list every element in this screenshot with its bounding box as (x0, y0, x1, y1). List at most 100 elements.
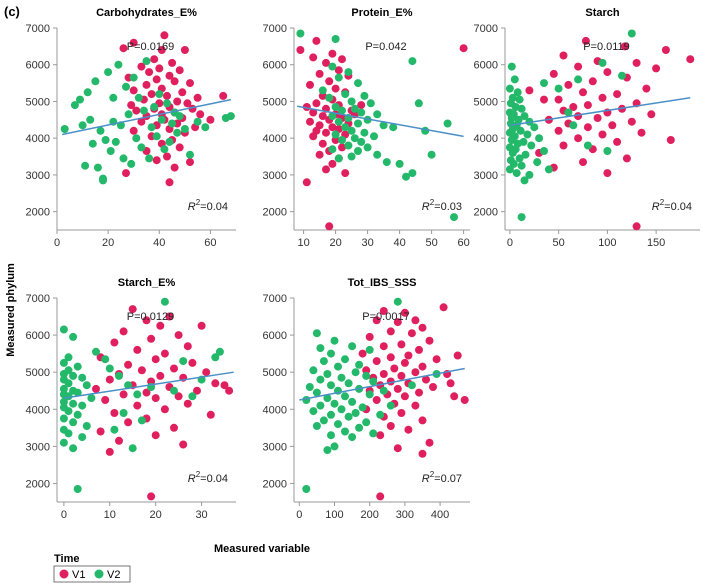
point-v2 (150, 103, 159, 111)
point-v2 (302, 396, 311, 404)
panel-title: Starch_E% (118, 277, 176, 289)
legend-item-v2[interactable]: V2 (94, 569, 121, 581)
point-v2 (365, 390, 374, 399)
point-v1 (145, 68, 154, 77)
point-v2 (341, 90, 350, 99)
x-tick-label: 100 (598, 237, 616, 249)
point-v2 (86, 115, 95, 124)
x-tick-label: 40 (393, 237, 405, 249)
point-v2 (351, 409, 360, 417)
point-v1 (168, 58, 177, 67)
point-v2 (323, 394, 332, 403)
point-v1 (574, 62, 583, 71)
point-v2 (73, 388, 82, 397)
point-v1 (328, 123, 337, 132)
y-tick-label: 3000 (263, 441, 287, 453)
point-v2 (129, 73, 138, 82)
y-tick-label: 2000 (26, 207, 50, 219)
point-v2 (350, 134, 359, 143)
point-v2 (134, 93, 143, 102)
point-v1 (152, 156, 161, 165)
point-v2 (402, 172, 410, 181)
point-v1 (206, 410, 215, 419)
point-v2 (325, 93, 334, 102)
point-v1 (446, 379, 455, 388)
point-v1 (119, 390, 128, 399)
point-v2 (133, 390, 142, 399)
y-tick-label: 5000 (26, 367, 50, 379)
point-v2 (520, 112, 529, 121)
point-v2 (513, 88, 522, 97)
point-v1 (170, 364, 178, 373)
point-v2 (369, 429, 378, 438)
point-v2 (357, 108, 366, 117)
point-v2 (76, 95, 84, 104)
point-v2 (64, 407, 73, 416)
point-v1 (318, 91, 327, 100)
y-tick-label: 7000 (263, 23, 287, 35)
point-v2 (128, 444, 137, 453)
point-v2 (139, 106, 148, 115)
point-v1 (174, 331, 183, 340)
x-tick-label: 0 (296, 509, 302, 521)
point-v1 (598, 130, 607, 139)
point-v2 (505, 165, 514, 174)
point-v2 (348, 397, 357, 406)
point-v2 (142, 57, 151, 66)
y-tick-label: 5000 (263, 367, 287, 379)
point-v2 (544, 165, 553, 174)
legend-label-v1: V1 (72, 569, 85, 581)
r2-label: R2=0.07 (422, 470, 462, 485)
y-tick-label: 7000 (263, 293, 287, 305)
point-v2 (379, 386, 388, 395)
point-v1 (411, 401, 420, 410)
panel-letter: (c) (4, 4, 20, 19)
point-v1 (400, 358, 409, 367)
point-v1 (220, 381, 229, 390)
point-v2 (330, 336, 339, 345)
point-v1 (178, 88, 187, 97)
x-tick-label: 20 (329, 237, 341, 249)
point-v1 (129, 126, 138, 135)
point-v2 (517, 161, 526, 170)
point-v2 (331, 103, 340, 111)
point-v2 (319, 357, 328, 366)
point-v2 (78, 433, 87, 442)
x-tick-label: 400 (431, 509, 449, 521)
point-v1 (124, 360, 133, 369)
point-v2 (344, 412, 353, 421)
point-v1 (397, 340, 406, 349)
point-v1 (579, 158, 587, 167)
point-v1 (296, 46, 305, 54)
legend-label-v2: V2 (107, 569, 120, 581)
legend-item-v1[interactable]: V1 (59, 569, 86, 581)
point-v1 (341, 169, 350, 178)
point-v1 (581, 36, 590, 45)
point-v2 (69, 371, 78, 380)
point-v1 (400, 392, 409, 401)
point-v1 (397, 409, 406, 417)
point-v1 (163, 91, 171, 100)
point-v2 (73, 362, 82, 371)
point-v1 (588, 77, 597, 86)
y-tick-label: 2000 (263, 207, 287, 219)
point-v2 (341, 427, 349, 436)
point-v1 (554, 126, 563, 135)
point-v1 (183, 342, 192, 351)
point-v2 (316, 375, 325, 384)
point-v2 (312, 388, 321, 397)
trend-line (61, 98, 232, 136)
point-v2 (106, 147, 115, 155)
point-v2 (59, 325, 68, 334)
x-tick-label: 60 (204, 237, 216, 249)
point-v2 (59, 414, 68, 423)
point-v2 (515, 154, 524, 163)
point-v2 (337, 373, 346, 382)
x-tick-label: 10 (297, 237, 309, 249)
point-v1 (186, 79, 194, 88)
point-v1 (429, 383, 437, 391)
point-v1 (569, 103, 578, 111)
point-v2 (305, 383, 314, 391)
legend-marker-v2 (94, 569, 104, 579)
